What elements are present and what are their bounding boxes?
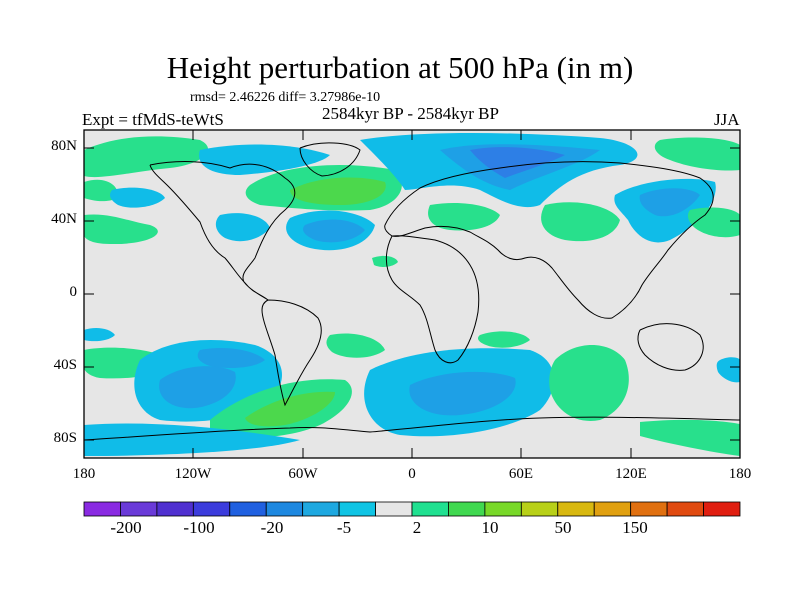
lon-label-0: 0: [408, 466, 416, 482]
contour-negative-north-pacific: [110, 187, 165, 208]
lon-label-120w: 120W: [174, 466, 212, 482]
axis-ticks: [84, 130, 740, 458]
plot-title: Height perturbation at 500 hPa (in m): [166, 50, 634, 85]
lon-label-60e: 60E: [508, 466, 534, 482]
lon-label-180w: 180: [72, 466, 96, 482]
colorbar-label: -20: [260, 518, 284, 537]
lon-label-180e: 180: [728, 466, 752, 482]
lat-label-0: 0: [69, 284, 78, 300]
contour-positive-indian-ocean: [478, 331, 530, 348]
contour-negative-antarctic-west: [84, 423, 300, 456]
contour-fill-layer: [84, 130, 740, 458]
lon-label-120e: 120E: [615, 466, 647, 482]
contour-positive-north-atlantic-core: [290, 177, 386, 205]
contour-negative-south-pacific-small: [84, 327, 115, 342]
colorbar-label: 10: [481, 518, 499, 537]
colorbar-label: 2: [412, 518, 422, 537]
lat-label-40s: 40S: [53, 357, 77, 373]
colorbar-swatch: [448, 501, 486, 517]
colorbar-swatch: [630, 501, 668, 517]
contour-negative-east-asia-core: [639, 188, 700, 217]
coast-greenland: [299, 142, 361, 177]
contour-negative-alaska: [215, 213, 270, 242]
coast-south-america: [261, 299, 322, 407]
colorbar-swatch: [703, 501, 741, 517]
contour-negative-south-pacific-core: [159, 366, 236, 409]
colorbar-swatch: [156, 501, 194, 517]
contour-positive-south-america-east: [326, 333, 385, 358]
rmsd-diff-stats: rmsd= 2.46226 diff= 3.27986e-10: [190, 90, 381, 105]
colorbar-swatch: [192, 501, 231, 517]
contour-negative-south-pacific-west: [197, 348, 265, 368]
contour-positive-north-america-west: [84, 214, 158, 245]
lat-label-40n: 40N: [51, 211, 77, 227]
contour-negative-north-atlantic-core: [303, 219, 365, 243]
lat-label-80s: 80S: [53, 430, 77, 446]
period-label: 2584kyr BP - 2584kyr BP: [322, 104, 499, 123]
coast-australia: [637, 323, 704, 371]
season-label: JJA: [714, 110, 740, 129]
contour-positive-eurasia: [428, 203, 500, 231]
colorbar-swatch: [120, 501, 158, 517]
colorbar-label: 150: [622, 518, 648, 537]
colorbar-swatch: [666, 501, 704, 517]
contour-positive-southern-ocean-core: [245, 391, 335, 427]
colorbar: [83, 501, 741, 517]
colorbar-swatch: [411, 501, 449, 517]
colorbar-swatch: [484, 501, 522, 517]
lon-label-60w: 60W: [288, 466, 318, 482]
contour-positive-south-indian: [549, 345, 629, 421]
contour-positive-tropical-atlantic: [372, 255, 398, 267]
colorbar-swatch: [338, 501, 376, 517]
colorbar-swatch: [229, 501, 267, 517]
contour-positive-north-america: [84, 179, 119, 202]
contour-negative-south-atlantic-core: [409, 371, 516, 416]
colorbar-label: 50: [554, 518, 572, 537]
lat-label-80n: 80N: [51, 138, 77, 154]
coast-antarctica: [84, 416, 740, 441]
colorbar-swatch: [83, 501, 121, 517]
contour-negative-arctic-deep: [470, 147, 565, 178]
contour-positive-antarctic-east: [640, 419, 740, 456]
colorbar-label: -5: [336, 518, 352, 537]
coastlines: [84, 142, 740, 441]
colorbar-swatch: [265, 501, 304, 517]
colorbar-label: -200: [110, 518, 142, 537]
contour-negative-south-pacific-east: [716, 357, 740, 383]
contour-positive-north-pacific-east: [687, 207, 740, 238]
contour-positive-arctic-west: [84, 136, 209, 178]
coast-north-america: [149, 161, 296, 301]
colorbar-swatch: [593, 501, 632, 517]
coast-africa: [385, 235, 480, 364]
colorbar-swatch: [375, 501, 413, 517]
contour-positive-siberia: [654, 137, 740, 171]
colorbar-swatch: [520, 501, 559, 517]
colorbar-label: -100: [183, 518, 215, 537]
colorbar-swatch: [302, 501, 340, 517]
colorbar-swatch: [557, 501, 595, 517]
contour-positive-central-asia: [541, 202, 620, 242]
coast-europe-asia: [384, 161, 714, 319]
experiment-label: Expt = tfMdS-teWtS: [82, 110, 224, 129]
